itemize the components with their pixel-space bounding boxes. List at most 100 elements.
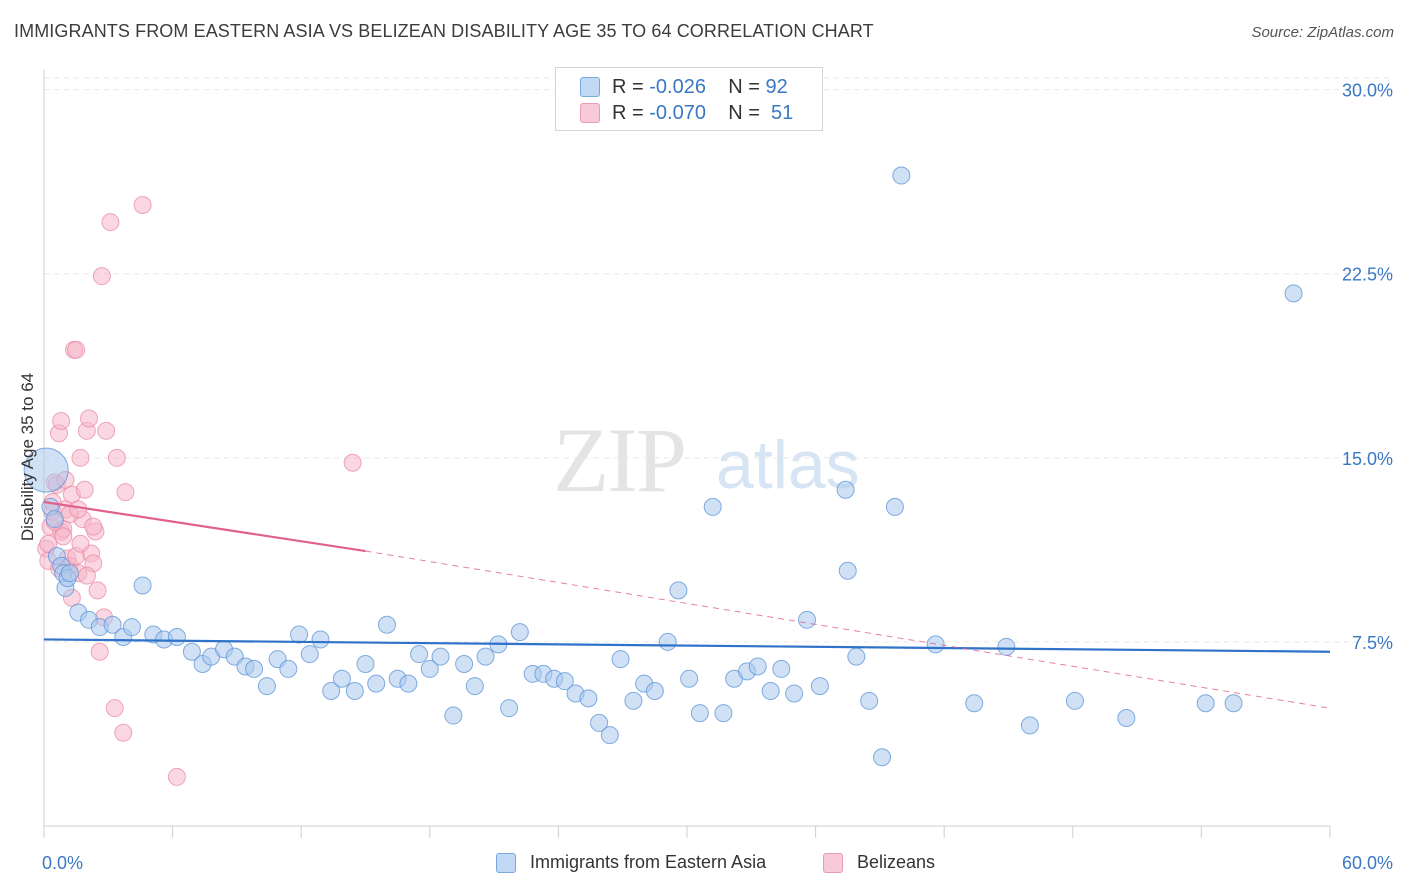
eastern-asia-point [1196, 694, 1215, 713]
belizeans-point [343, 453, 362, 472]
belizeans-point [75, 480, 94, 499]
eastern-asia-point [311, 630, 330, 649]
eastern-asia-trend-line [43, 638, 1331, 653]
belizeans-trend-extension [365, 550, 1331, 709]
series-legend-label: Immigrants from Eastern Asia [530, 852, 767, 872]
gridlines [44, 77, 1392, 643]
belizeans-point [77, 566, 96, 585]
belizeans-point [84, 517, 103, 536]
source-label: Source: ZipAtlas.com [1251, 24, 1394, 41]
trend-lines [43, 500, 1331, 709]
eastern-asia-point [847, 647, 866, 666]
legend-r-value: -0.026 [649, 76, 706, 98]
y-tick-label: 15.0% [1342, 449, 1393, 469]
eastern-asia-point [290, 625, 309, 644]
eastern-asia-point [624, 691, 643, 710]
belizeans-point [133, 196, 152, 214]
eastern-asia-point [579, 689, 598, 708]
series-legend: Immigrants from Eastern Asia Belizeans [0, 851, 1406, 877]
belizeans-point [90, 642, 109, 661]
eastern-asia-point [555, 672, 574, 691]
eastern-asia-point [444, 706, 463, 725]
eastern-asia-point [322, 682, 341, 700]
belizeans-point [69, 500, 88, 519]
eastern-asia-point [703, 497, 722, 516]
belizeans-point [114, 723, 133, 742]
eastern-asia-point [611, 650, 630, 669]
belizeans-point [71, 534, 90, 553]
eastern-asia-point [714, 704, 733, 723]
eastern-asia-point [600, 726, 619, 745]
eastern-asia-point [997, 637, 1016, 656]
belizeans-point [39, 534, 58, 553]
eastern-asia-point [465, 677, 484, 696]
legend-swatch-blue [580, 77, 600, 97]
eastern-asia-point [500, 699, 519, 718]
eastern-asia-point [455, 655, 474, 673]
eastern-asia-point [167, 628, 186, 646]
legend-n-label: N = [728, 76, 760, 98]
eastern-asia-point [279, 659, 298, 678]
legend-n-value: 51 [771, 102, 794, 124]
y-axis-label: Disability Age 35 to 64 [18, 372, 37, 542]
belizeans-trend-line [43, 500, 366, 553]
series-swatch-pink [823, 853, 843, 873]
eastern-asia-point [60, 564, 79, 583]
eastern-asia-point [836, 480, 855, 499]
legend-r-value: -0.070 [649, 102, 706, 124]
y-tick-label: 22.5% [1342, 265, 1393, 285]
eastern-asia-point [399, 674, 418, 693]
x-tick-label: 60.0% [1342, 853, 1393, 873]
eastern-asia-point [510, 623, 529, 642]
eastern-asia-point [356, 655, 375, 673]
y-tick-label: 7.5% [1352, 633, 1393, 653]
eastern-asia-point [658, 632, 677, 651]
belizeans-point [54, 527, 73, 546]
axes [43, 70, 1331, 838]
watermark-atlas: atlas [716, 427, 860, 503]
belizeans-point [88, 581, 107, 600]
belizeans-point [67, 340, 86, 359]
eastern-asia-point [420, 659, 439, 678]
eastern-asia-point [257, 677, 276, 696]
belizeans-point [92, 267, 111, 286]
belizeans-point [107, 448, 126, 467]
legend-r-label: R = [612, 76, 644, 98]
eastern-asia-point [245, 659, 264, 678]
eastern-asia-point [748, 657, 767, 676]
series-swatch-blue [496, 853, 516, 873]
eastern-asia-point [860, 691, 879, 710]
correlation-legend: R = -0.026 N = 92 R = -0.070 N = 51 [555, 67, 823, 131]
belizeans-point [105, 699, 124, 718]
eastern-asia-point [377, 615, 396, 634]
eastern-asia-point [1284, 284, 1303, 303]
eastern-asia-point [45, 510, 64, 529]
y-tick-label: 30.0% [1342, 81, 1393, 101]
belizeans-point [101, 213, 120, 232]
tick-labels: 7.5% 15.0% 22.5% 30.0% 0.0% 60.0% [42, 81, 1393, 873]
eastern-asia-point [23, 447, 69, 493]
eastern-asia-point [772, 659, 791, 678]
eastern-asia-point [345, 682, 364, 700]
belizeans-point [97, 421, 116, 440]
eastern-asia-point [367, 674, 386, 693]
chart-title: IMMIGRANTS FROM EASTERN ASIA VS BELIZEAN… [14, 21, 874, 41]
eastern-asia-point [892, 166, 911, 185]
eastern-asia-point [590, 713, 609, 732]
belizeans-point [52, 412, 71, 430]
watermark-zip: ZIP [553, 409, 685, 511]
belizeans-point [80, 409, 99, 428]
eastern-asia-point [1065, 691, 1084, 710]
eastern-asia-point [645, 682, 664, 700]
legend-swatch-pink [580, 103, 600, 123]
belizeans-points [37, 196, 362, 786]
eastern-asia-point [182, 642, 201, 661]
watermark: ZIP atlas [553, 409, 860, 511]
eastern-asia-point [476, 647, 495, 666]
eastern-asia-point [410, 645, 429, 664]
eastern-asia-point [133, 576, 152, 595]
belizeans-point [71, 448, 90, 467]
eastern-asia-point [332, 669, 351, 688]
eastern-asia-point [300, 645, 319, 664]
